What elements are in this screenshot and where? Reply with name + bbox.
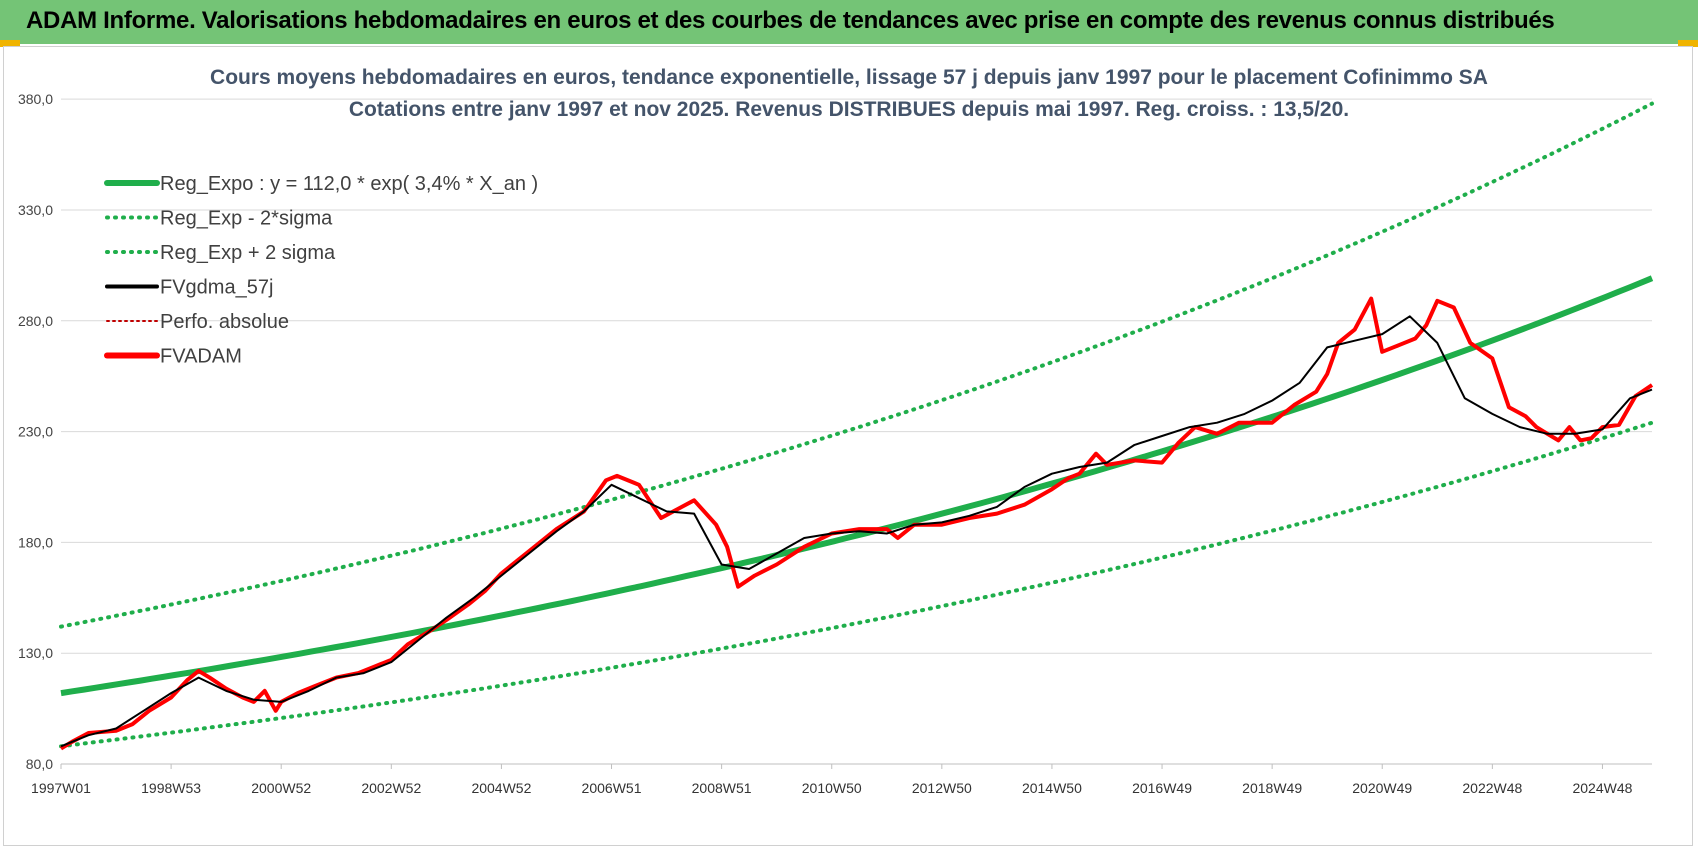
line-chart: Cours moyens hebdomadaires en euros, ten… (18, 66, 1654, 796)
y-tick-label: 180,0 (18, 534, 53, 550)
x-tick-label: 2022W48 (1462, 780, 1522, 796)
x-tick-label: 2010W50 (802, 780, 862, 796)
y-axis: 80,0 130,0 180,0 230,0 280,0 330,0 380,0 (18, 91, 53, 772)
y-tick-label: 280,0 (18, 313, 53, 329)
x-tick-label: 2024W48 (1572, 780, 1632, 796)
report-title: ADAM Informe. Valorisations hebdomadaire… (26, 7, 1555, 34)
x-tick-label: 2014W50 (1022, 780, 1082, 796)
legend-label: FVgdma_57j (160, 277, 273, 299)
legend-label: Reg_Exp - 2*sigma (160, 208, 333, 230)
x-tick-label: 2000W52 (251, 780, 311, 796)
corner-accent-left (0, 40, 20, 47)
series-layer (59, 101, 1654, 751)
x-tick-label: 2020W49 (1352, 780, 1412, 796)
x-tick-label: 2012W50 (912, 780, 972, 796)
legend: Reg_Expo : y = 112,0 * exp( 3,4% * X_an … (104, 173, 538, 368)
x-tick-label: 2018W49 (1242, 780, 1302, 796)
y-tick-label: 80,0 (26, 756, 53, 772)
x-tick-label: 2008W51 (692, 780, 752, 796)
legend-label: Reg_Expo : y = 112,0 * exp( 3,4% * X_an … (160, 173, 538, 195)
chart-title-line-2: Cotations entre janv 1997 et nov 2025. R… (349, 98, 1349, 121)
report-banner: ADAM Informe. Valorisations hebdomadaire… (0, 0, 1698, 44)
reg-exp-minus-2sigma-line (59, 420, 1654, 749)
x-tick-label: 2006W51 (582, 780, 642, 796)
y-tick-label: 330,0 (18, 202, 53, 218)
y-tick-label: 130,0 (18, 645, 53, 661)
x-tick-label: 1997W01 (31, 780, 91, 796)
reg-expo-line (60, 275, 1654, 697)
x-axis: 1997W01 1998W53 2000W52 2002W52 2004W52 2006W… (31, 763, 1652, 796)
x-tick-label: 2016W49 (1132, 780, 1192, 796)
grid-lines (61, 98, 1652, 765)
y-tick-label: 380,0 (18, 91, 53, 107)
legend-label: Reg_Exp + 2 sigma (160, 242, 336, 264)
y-tick-label: 230,0 (18, 424, 53, 440)
legend-label: FVADAM (160, 346, 242, 368)
reg-exp-plus-2sigma-line (59, 101, 1654, 629)
x-tick-label: 2004W52 (471, 780, 531, 796)
chart-frame: Cours moyens hebdomadaires en euros, ten… (3, 46, 1693, 846)
corner-accent-right (1678, 40, 1698, 47)
x-tick-label: 1998W53 (141, 780, 201, 796)
chart-title-line-1: Cours moyens hebdomadaires en euros, ten… (210, 66, 1488, 89)
fvgdma-57j-line (60, 315, 1653, 748)
legend-label: Perfo. absolue (160, 311, 289, 333)
x-tick-label: 2002W52 (361, 780, 421, 796)
